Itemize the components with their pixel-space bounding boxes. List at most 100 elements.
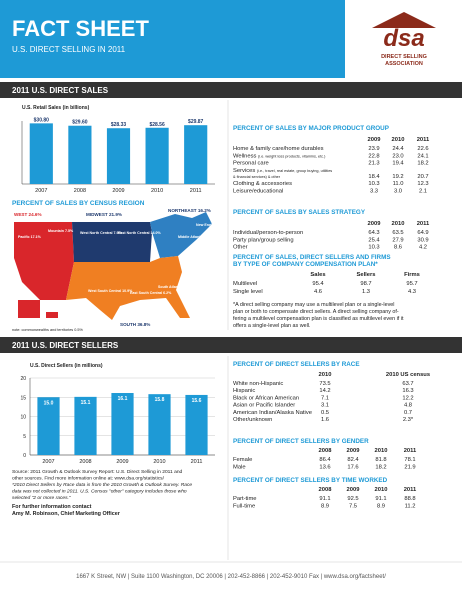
row-label-text: Multilevel [233, 281, 257, 287]
cell: 86.4 [319, 457, 331, 463]
region-label: SOUTH 36.8% [120, 322, 150, 327]
cell: 7.5 [349, 504, 357, 510]
cell: 1.3 [362, 289, 370, 295]
table-title: PERCENT OF DIRECT SELLERS BY RACE [233, 361, 360, 368]
row-label: Personal care [233, 161, 269, 167]
cell: 11.2 [405, 504, 416, 510]
data-label: $30.80 [34, 117, 50, 123]
column-header: 2008 [319, 448, 333, 454]
row-label: Other/unknown [233, 417, 272, 423]
note: fering a multilevel compensation plan is… [233, 316, 404, 322]
x-tick-label: 2009 [112, 188, 124, 194]
source: Source: 2011 Growth & Outlook Survey Rep… [12, 469, 183, 475]
column-header: 2010 US census [386, 372, 430, 378]
column-header: 2010 [375, 487, 388, 493]
x-tick-label: 2009 [116, 459, 128, 465]
section-title: 2011 U.S. DIRECT SALES [12, 86, 109, 95]
column-header: 2011 [404, 448, 417, 454]
cell: 18.2 [417, 161, 428, 167]
cell: 23.9 [368, 146, 379, 152]
region-label: South Atlantic 19.6% [158, 285, 194, 289]
table-title: PERCENT OF DIRECT SELLERS BY GENDER [233, 438, 369, 445]
y-tick-label: 10 [20, 415, 26, 421]
column-header: Sales [310, 272, 325, 278]
data-label: $29.60 [72, 120, 88, 126]
source: selected "2 or more races." [12, 495, 71, 501]
map-title: PERCENT OF SALES BY CENSUS REGION [12, 200, 145, 207]
bar [68, 125, 92, 184]
data-label: 15.0 [44, 400, 54, 406]
cell: 24.1 [417, 153, 428, 159]
cell: 3.0 [394, 189, 402, 195]
cell: 17.6 [347, 465, 358, 471]
cell: 2.3* [403, 417, 414, 423]
row-label-text: Hispanic [233, 388, 255, 394]
column-header: 2009 [368, 221, 382, 227]
row-label: Wellness (i.e. weight loss products, vit… [233, 153, 326, 159]
cell: 4.2 [419, 245, 427, 251]
section-title: 2011 U.S. DIRECT SELLERS [12, 341, 119, 350]
cell: 10.3 [368, 181, 379, 187]
chart-title: U.S. Direct Sellers (in millions) [30, 363, 103, 369]
row-label: Hispanic [233, 388, 255, 394]
cell: 21.9 [404, 465, 415, 471]
org-name: ASSOCIATION [385, 61, 423, 67]
cell: 95.4 [312, 281, 324, 287]
cell: 22.6 [417, 146, 428, 152]
cell: 12.3 [417, 181, 428, 187]
row-label-text: Leisure/educational [233, 189, 283, 195]
table-title: BY TYPE OF COMPANY COMPENSATION PLAN* [233, 261, 378, 268]
cell: 25.4 [368, 237, 380, 243]
row-label: Individual/person-to-person [233, 230, 303, 236]
region-label: East South Central 6.2% [130, 291, 172, 295]
row-label: Leisure/educational [233, 189, 283, 195]
bar [148, 394, 171, 455]
row-label-text: Wellness [233, 153, 257, 159]
row-label: American Indian/Alaska Native [233, 410, 312, 416]
row-label-detail: (i.e., travel, real estate, group buying… [257, 169, 332, 173]
row-label-text: Black or African American [233, 395, 299, 401]
y-tick-label: 20 [20, 376, 26, 382]
row-label-detail: (i.e. weight loss products, vitamins, et… [258, 154, 326, 158]
bar [111, 393, 134, 455]
source: other sources. Find more information onl… [12, 476, 165, 482]
column-header: 2010 [392, 221, 405, 227]
row-label: Asian or Pacific Islander [233, 403, 295, 409]
region-northeast [150, 212, 212, 258]
contact: Amy M. Robinson, Chief Marketing Officer [12, 511, 121, 517]
cell: 14.2 [319, 388, 330, 394]
cell: 12.2 [402, 395, 413, 401]
row-label-text: Personal care [233, 161, 269, 167]
cell: 64.9 [417, 230, 428, 236]
region-midwest [72, 222, 152, 262]
cell: 3.1 [321, 403, 329, 409]
row-label: Party plan/group selling [233, 237, 294, 243]
cell: 30.9 [417, 237, 428, 243]
note: *A direct selling company may use a mult… [233, 302, 395, 308]
column-header: 2009 [368, 137, 382, 143]
column-header: 2010 [375, 448, 388, 454]
row-label-text: Services [233, 168, 255, 174]
cell: 95.7 [406, 281, 417, 287]
row-label: White non-Hispanic [233, 381, 283, 387]
cell: 11.0 [393, 181, 404, 187]
data-label: 15.1 [81, 400, 91, 406]
region-label: West North Central 7.9% [80, 231, 122, 235]
cell: 24.4 [392, 146, 404, 152]
region-hawaii [46, 312, 58, 318]
subtitle: U.S. DIRECT SELLING IN 2011 [12, 45, 126, 54]
row-label: Home & family care/home durables [233, 146, 324, 152]
bar [29, 123, 53, 184]
cell: 1.6 [321, 417, 329, 423]
x-tick-label: 2011 [190, 188, 202, 194]
region-label: MIDWEST 21.9% [86, 212, 122, 217]
table-title: PERCENT OF SALES BY MAJOR PRODUCT GROUP [233, 125, 389, 132]
row-label-text: Home & family care/home durables [233, 146, 324, 152]
cell: 23.0 [392, 153, 403, 159]
row-label-text: Asian or Pacific Islander [233, 403, 295, 409]
cell: 0.5 [321, 410, 329, 416]
row-label: Clothing & accessories [233, 181, 292, 187]
column-header: 2011 [417, 221, 430, 227]
